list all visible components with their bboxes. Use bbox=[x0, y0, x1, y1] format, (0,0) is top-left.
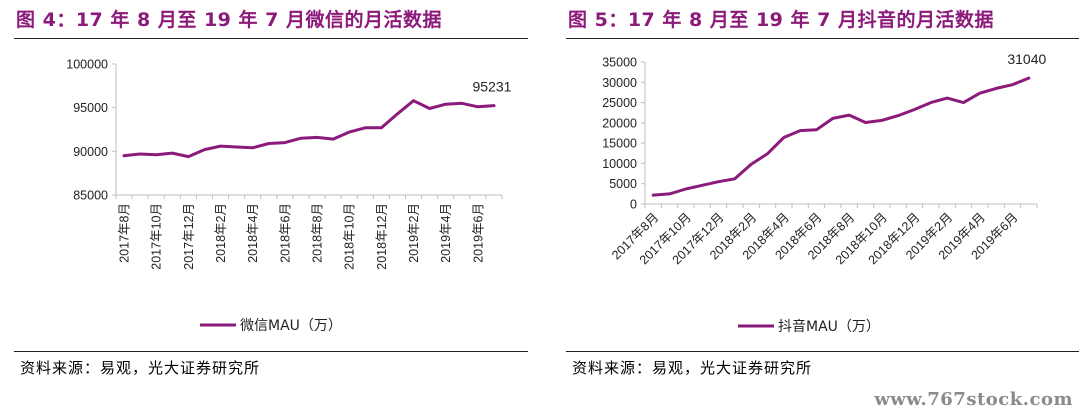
y-tick-label: 85000 bbox=[73, 189, 108, 203]
y-tick-label: 15000 bbox=[602, 137, 637, 151]
x-tick-label: 2019年2月 bbox=[407, 203, 421, 263]
y-tick-label: 35000 bbox=[602, 56, 637, 70]
x-tick-label: 2018年8月 bbox=[311, 203, 325, 263]
wechat-mau-chart: 85000 90000 95000 100000 2017年8月 2017年10月 2017… bbox=[66, 58, 511, 335]
x-tick-label: 2018年12月 bbox=[375, 203, 389, 270]
figure-4-panel: 图 4：17 年 8 月至 19 年 7 月微信的月活数据 85000 90000… bbox=[0, 0, 530, 390]
data-label: 95231 bbox=[472, 79, 511, 95]
figure-5-title: 图 5：17 年 8 月至 19 年 7 月抖音的月活数据 bbox=[568, 9, 994, 31]
watermark: www.767stock.com bbox=[874, 389, 1073, 410]
x-tick-label: 2018年10月 bbox=[343, 203, 357, 270]
figure-4-bottom-rule bbox=[14, 351, 528, 352]
y-tick-label: 0 bbox=[630, 198, 637, 212]
y-tick-label: 30000 bbox=[602, 76, 637, 90]
legend-label: 抖音MAU（万） bbox=[778, 318, 880, 335]
x-tick-label: 2017年10月 bbox=[150, 203, 164, 270]
x-tick-label: 2017年8月 bbox=[118, 203, 132, 263]
x-tick-label: 2018年4月 bbox=[246, 203, 260, 263]
y-tick-label: 90000 bbox=[73, 145, 108, 159]
figure-4-title: 图 4：17 年 8 月至 19 年 7 月微信的月活数据 bbox=[16, 9, 442, 31]
y-tick-label: 5000 bbox=[609, 177, 637, 191]
figure-5-source: 资料来源：易观，光大证券研究所 bbox=[572, 359, 813, 377]
y-tick-label: 20000 bbox=[602, 116, 637, 130]
y-tick-label: 25000 bbox=[602, 96, 637, 110]
figure-4-source: 资料来源：易观，光大证券研究所 bbox=[20, 359, 261, 377]
figure-5-bottom-rule bbox=[566, 351, 1079, 352]
figure-5-top-rule bbox=[566, 38, 1079, 39]
x-tick-label: 2017年12月 bbox=[182, 203, 196, 270]
series-line bbox=[651, 76, 1031, 197]
x-tick-label: 2019年4月 bbox=[439, 203, 453, 263]
y-tick-label: 100000 bbox=[66, 58, 108, 72]
x-tick-label: 2018年2月 bbox=[214, 203, 228, 263]
figure-5-panel: 图 5：17 年 8 月至 19 年 7 月抖音的月活数据 0 5000 10000… bbox=[552, 0, 1081, 390]
x-tick-label: 2019年6月 bbox=[471, 203, 485, 263]
figure-4-top-rule bbox=[14, 38, 528, 39]
douyin-mau-chart: 050001000015000200002500030000350002017年… bbox=[602, 51, 1046, 335]
legend-label: 微信MAU（万） bbox=[240, 318, 342, 334]
y-tick-label: 95000 bbox=[73, 101, 108, 115]
series-line bbox=[122, 99, 496, 159]
data-label: 31040 bbox=[1007, 51, 1046, 67]
x-tick-label: 2018年6月 bbox=[278, 203, 292, 263]
y-tick-label: 10000 bbox=[602, 157, 637, 171]
